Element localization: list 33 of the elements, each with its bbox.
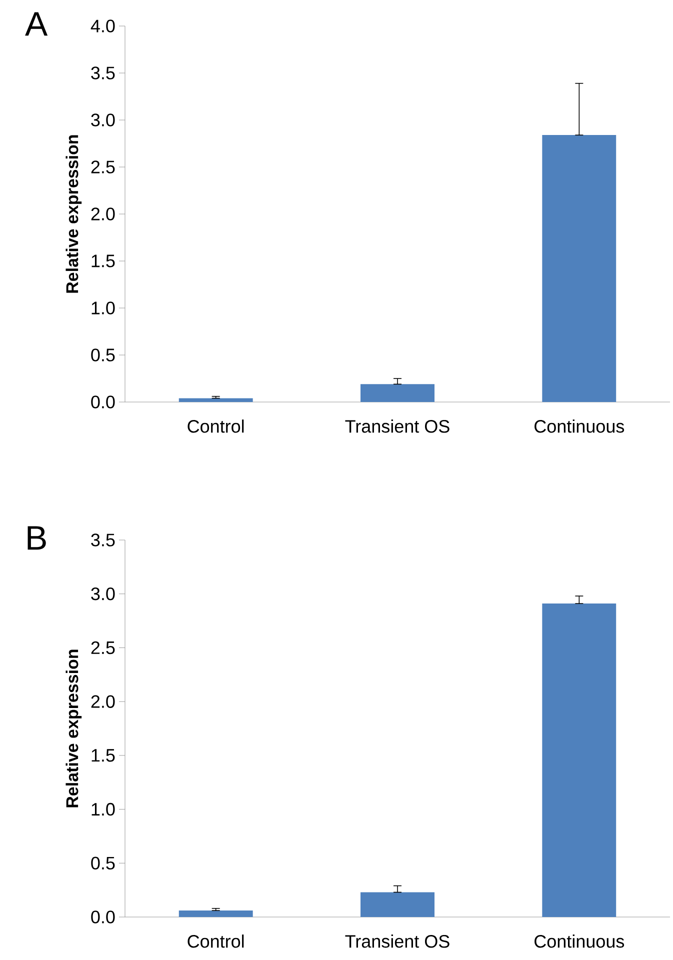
y-tick-label: 0.0 — [91, 396, 115, 408]
y-tick-label: 4.0 — [90, 20, 115, 32]
y-tick-label: 2.5 — [91, 160, 115, 174]
y-tick-label: 1.5 — [92, 254, 115, 268]
bar — [178, 398, 253, 402]
y-tick-label: 1.0 — [92, 802, 115, 816]
y-tick-label: 1.5 — [92, 749, 115, 762]
bar — [178, 910, 253, 918]
chart-title: B — [28, 526, 46, 550]
bar — [542, 604, 616, 918]
x-tick-label: Control — [188, 420, 244, 433]
bar — [360, 892, 434, 918]
x-tick-label: Transient OS — [345, 420, 450, 433]
x-tick-label: Continuous — [534, 420, 624, 433]
y-axis-title: Relative expression — [66, 650, 82, 808]
y-tick-label: 3.5 — [91, 534, 115, 546]
chart-title: A — [25, 12, 48, 36]
y-tick-label: 3.0 — [91, 114, 115, 126]
y-tick-label: 0.0 — [91, 910, 115, 924]
y-tick-label: 1.0 — [92, 302, 115, 314]
y-tick-label: 3.5 — [91, 66, 115, 80]
y-axis-title: Relative expression — [66, 135, 82, 293]
y-tick-label: 0.5 — [91, 348, 115, 362]
bar — [360, 384, 434, 402]
bar — [542, 135, 616, 402]
x-tick-label: Control — [188, 934, 244, 948]
x-tick-label: Transient OS — [345, 934, 450, 948]
y-tick-label: 2.0 — [91, 695, 115, 708]
y-tick-label: 0.5 — [91, 856, 115, 870]
y-tick-label: 2.0 — [91, 208, 115, 220]
y-tick-label: 3.0 — [91, 587, 115, 600]
y-tick-label: 2.5 — [91, 641, 115, 654]
x-tick-label: Continuous — [534, 934, 624, 948]
